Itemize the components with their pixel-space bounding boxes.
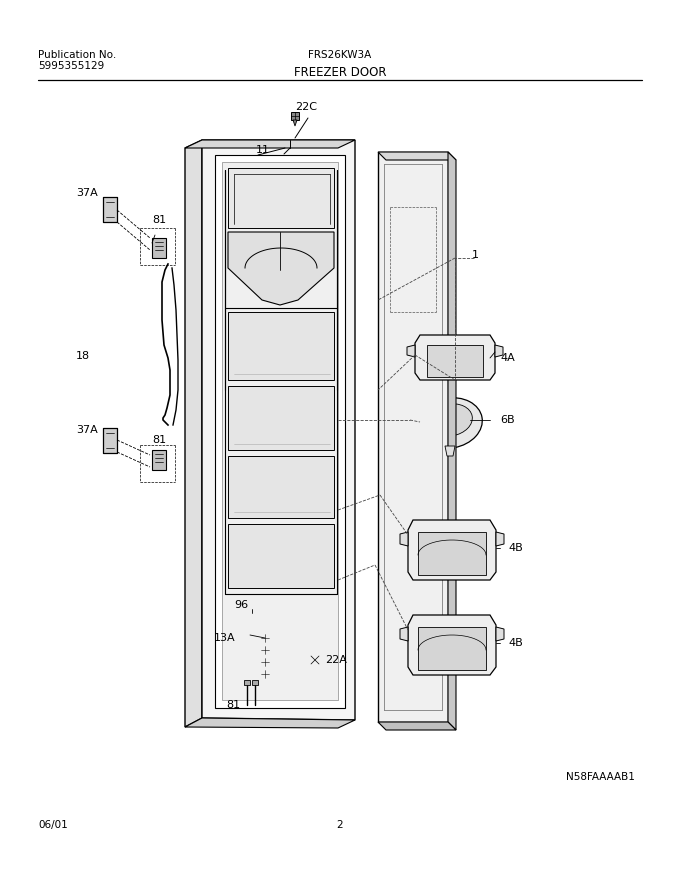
Polygon shape: [252, 680, 258, 685]
Polygon shape: [291, 112, 299, 120]
Polygon shape: [228, 456, 334, 518]
Text: 18: 18: [76, 351, 90, 361]
Ellipse shape: [418, 398, 482, 448]
Circle shape: [249, 613, 255, 619]
Text: 4B: 4B: [508, 638, 523, 648]
Text: 37A: 37A: [76, 188, 98, 198]
Polygon shape: [152, 450, 166, 470]
Polygon shape: [495, 345, 503, 357]
Polygon shape: [415, 335, 495, 380]
Polygon shape: [228, 232, 334, 305]
Polygon shape: [418, 627, 486, 670]
Polygon shape: [408, 520, 496, 580]
Polygon shape: [448, 152, 456, 730]
Bar: [103, 428, 117, 453]
Polygon shape: [215, 155, 345, 708]
Text: 81: 81: [152, 215, 166, 225]
Text: 22C: 22C: [295, 102, 317, 112]
Text: 6B: 6B: [500, 415, 515, 425]
Text: Publication No.: Publication No.: [38, 50, 116, 60]
Polygon shape: [293, 120, 297, 126]
Circle shape: [245, 609, 259, 623]
Text: FRS26KW3A: FRS26KW3A: [308, 50, 372, 60]
Text: 5995355129: 5995355129: [38, 61, 104, 71]
Bar: [103, 197, 117, 222]
Polygon shape: [244, 680, 250, 685]
Polygon shape: [185, 140, 202, 727]
Text: 2: 2: [337, 820, 343, 830]
Polygon shape: [445, 446, 455, 456]
Polygon shape: [427, 345, 483, 377]
Text: 13A: 13A: [214, 633, 235, 643]
Circle shape: [309, 654, 321, 666]
Polygon shape: [496, 532, 504, 546]
Polygon shape: [202, 140, 355, 720]
Polygon shape: [378, 722, 456, 730]
Polygon shape: [378, 152, 448, 722]
Polygon shape: [400, 532, 408, 546]
Text: 22A: 22A: [325, 655, 347, 665]
Polygon shape: [228, 312, 334, 380]
Text: N58FAAAAB1: N58FAAAAB1: [566, 772, 635, 782]
Polygon shape: [228, 168, 334, 228]
Text: 96: 96: [234, 600, 248, 610]
Ellipse shape: [428, 404, 473, 436]
Polygon shape: [228, 386, 334, 450]
Polygon shape: [400, 627, 408, 641]
Text: 06/01: 06/01: [38, 820, 68, 830]
Text: 37A: 37A: [76, 425, 98, 435]
Text: 81: 81: [226, 700, 240, 710]
Polygon shape: [222, 162, 338, 700]
Polygon shape: [407, 345, 415, 357]
Polygon shape: [152, 238, 166, 258]
Text: 4A: 4A: [500, 353, 515, 363]
Polygon shape: [496, 627, 504, 641]
Polygon shape: [185, 140, 355, 148]
Polygon shape: [378, 152, 456, 160]
Polygon shape: [418, 532, 486, 575]
Text: 4B: 4B: [508, 543, 523, 553]
Text: FREEZER DOOR: FREEZER DOOR: [294, 66, 386, 79]
Polygon shape: [185, 718, 355, 728]
Text: 1: 1: [472, 250, 479, 260]
Polygon shape: [228, 524, 334, 588]
Text: 11: 11: [256, 145, 270, 155]
Polygon shape: [408, 615, 496, 675]
Text: 81: 81: [152, 435, 166, 445]
